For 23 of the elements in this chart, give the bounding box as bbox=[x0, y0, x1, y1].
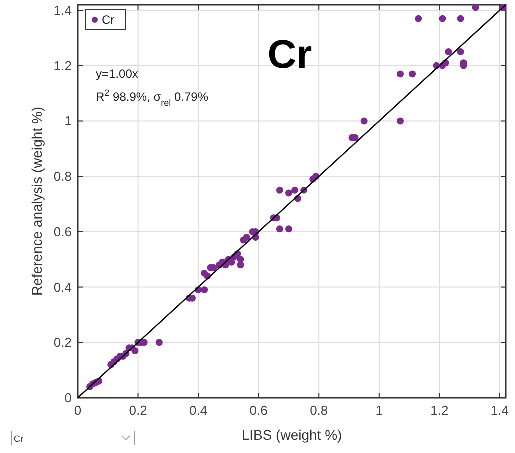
y-tick-label: 1.4 bbox=[54, 3, 72, 18]
annotation: y=1.00x bbox=[96, 67, 138, 81]
x-axis-title: LIBS (weight %) bbox=[242, 427, 342, 443]
x-tick-label: 0.2 bbox=[129, 403, 148, 418]
x-tick-label: 1.4 bbox=[490, 403, 510, 418]
x-tick-label: 1.2 bbox=[430, 403, 449, 418]
legend-label: Cr bbox=[102, 13, 115, 27]
y-tick-label: 1.2 bbox=[54, 58, 72, 74]
y-axis-title: Reference analysis (weight %) bbox=[29, 106, 45, 296]
text: Cr bbox=[14, 434, 24, 444]
annotation: R$^{2}$ 98.9%, σ$_{rel}$ 0.79% bbox=[96, 88, 209, 108]
y-tick-label: 0.6 bbox=[54, 224, 72, 240]
x-tick-label: 0 bbox=[74, 403, 82, 418]
x-tick-label: 0.4 bbox=[190, 403, 208, 418]
y-tick-label: 0.8 bbox=[54, 169, 72, 184]
x-tick-label: 1 bbox=[376, 403, 384, 418]
y-tick-label: 0.4 bbox=[54, 280, 72, 295]
y-tick-label: 0 bbox=[64, 390, 72, 406]
x-tick-label: 0.6 bbox=[250, 403, 268, 418]
x-tick-label: 0.8 bbox=[310, 403, 328, 418]
y-tick-label: 1 bbox=[64, 114, 72, 129]
text: Cr bbox=[268, 33, 312, 77]
y-tick-label: 0.2 bbox=[54, 335, 72, 350]
